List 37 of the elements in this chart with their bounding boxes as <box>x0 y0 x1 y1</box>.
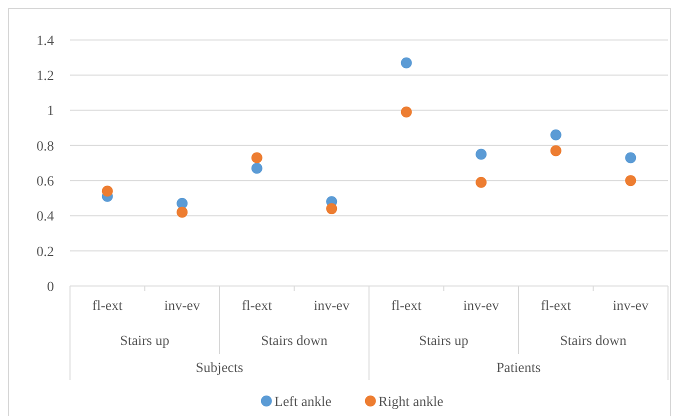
point <box>550 145 562 156</box>
x-tick-label: fl-ext <box>540 299 572 314</box>
y-tick-label: 0.2 <box>36 244 54 260</box>
text: Patients <box>496 360 541 376</box>
y-tick-label: 0.8 <box>36 139 54 154</box>
y-tick-label: 1.4 <box>36 34 54 49</box>
text: Stairs down <box>261 334 328 349</box>
point <box>251 152 262 164</box>
y-tick-label: 1.2 <box>36 69 54 84</box>
y-tick-label: 0.6 <box>36 174 54 190</box>
x-tick-label: inv-ev <box>463 299 500 314</box>
x-tick-label: inv-ev <box>612 299 649 314</box>
point <box>102 186 113 197</box>
point <box>251 162 262 174</box>
x-tick-label: fl-ext <box>92 299 123 314</box>
text: Stairs up <box>120 334 170 349</box>
x-tick-label: fl-ext <box>391 299 422 314</box>
point <box>625 152 636 164</box>
point <box>176 206 188 218</box>
legend-label: Right ankle <box>378 394 444 410</box>
x-tick-label: fl-ext <box>242 299 272 314</box>
x-tick-label: inv-ev <box>314 299 350 314</box>
point <box>400 57 412 68</box>
y-tick-label: 1 <box>47 104 54 120</box>
legend-label: Left ankle <box>274 394 332 410</box>
point <box>550 129 562 140</box>
point <box>326 203 338 214</box>
y-tick-label: 0 <box>47 280 54 295</box>
point <box>476 148 487 160</box>
point <box>400 106 412 118</box>
text: Subjects <box>196 360 244 376</box>
point <box>625 175 636 186</box>
text: Stairs down <box>560 334 626 349</box>
y-tick-label: 0.4 <box>36 210 54 225</box>
point <box>476 176 487 188</box>
x-tick-label: inv-ev <box>164 299 200 314</box>
text: Stairs up <box>419 334 468 349</box>
